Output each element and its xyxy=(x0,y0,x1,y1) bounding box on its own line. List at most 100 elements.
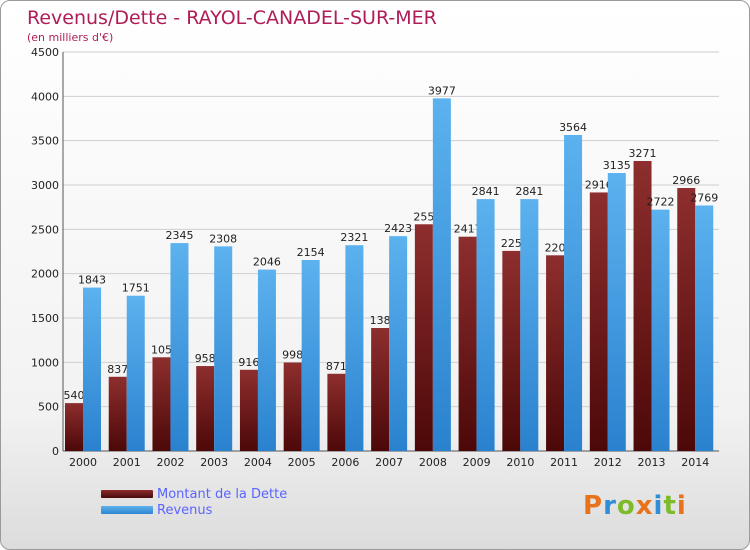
logo-letter: i xyxy=(676,491,687,521)
bar-revenue xyxy=(214,246,233,451)
proxiti-logo: Proxiti xyxy=(583,491,687,521)
data-label-debt: 3271 xyxy=(629,147,657,160)
bar-debt xyxy=(108,376,127,451)
logo-letter: P xyxy=(583,491,604,521)
data-label-revenue: 3135 xyxy=(603,159,631,172)
data-label-debt: 225 xyxy=(501,237,522,250)
bar-revenue xyxy=(170,243,189,451)
y-tick-label: 1000 xyxy=(31,356,59,369)
bar-revenue xyxy=(564,134,583,451)
x-tick-label: 2003 xyxy=(200,456,228,469)
y-tick-label: 2500 xyxy=(31,223,59,236)
y-tick-label: 0 xyxy=(52,445,59,458)
data-label-revenue: 3564 xyxy=(559,121,587,134)
data-label-revenue: 2154 xyxy=(297,246,325,259)
y-tick-label: 3000 xyxy=(31,179,59,192)
bar-revenue xyxy=(695,205,714,451)
logo-letter: x xyxy=(635,491,654,521)
bar-revenue xyxy=(432,98,451,451)
bar-debt xyxy=(414,224,433,451)
x-tick-label: 2009 xyxy=(463,456,491,469)
bar-revenue xyxy=(83,287,101,451)
bar-revenue xyxy=(476,199,495,451)
bar-revenue xyxy=(607,173,626,451)
data-label-debt: 837 xyxy=(107,363,128,376)
bar-revenue xyxy=(389,236,408,451)
bar-revenue xyxy=(301,260,320,451)
y-tick-label: 3500 xyxy=(31,135,59,148)
bar-revenue xyxy=(520,199,539,451)
x-tick-label: 2011 xyxy=(550,456,578,469)
bar-debt xyxy=(546,255,565,451)
data-label-debt: 916 xyxy=(238,356,259,369)
x-tick-label: 2013 xyxy=(638,456,666,469)
x-tick-label: 2002 xyxy=(156,456,184,469)
logo-letter: r xyxy=(603,491,617,521)
chart-title: Revenus/Dette - RAYOL-CANADEL-SUR-MER xyxy=(27,7,437,29)
data-label-debt: 105 xyxy=(151,343,172,356)
y-tick-label: 4500 xyxy=(31,46,59,59)
bar-debt xyxy=(152,357,171,451)
data-label-debt: 2916 xyxy=(585,178,613,191)
legend-label-debt: Montant de la Dette xyxy=(157,487,288,502)
bar-debt xyxy=(196,366,215,451)
data-label-revenue: 2722 xyxy=(647,196,675,209)
data-label-revenue: 2841 xyxy=(515,185,543,198)
data-label-revenue: 2345 xyxy=(165,229,193,242)
bar-debt xyxy=(283,362,302,451)
x-tick-label: 2004 xyxy=(244,456,272,469)
data-label-debt: 2417 xyxy=(454,223,482,236)
logo-letter: t xyxy=(663,491,677,521)
data-label-debt: 138 xyxy=(370,314,391,327)
data-label-debt: 540 xyxy=(64,389,85,402)
data-label-revenue: 2308 xyxy=(209,232,237,245)
data-label-debt: 871 xyxy=(326,360,347,373)
bar-revenue xyxy=(126,295,145,451)
bar-debt xyxy=(677,188,696,452)
chart-subtitle: (en milliers d'€) xyxy=(27,31,114,44)
x-tick-label: 2005 xyxy=(288,456,316,469)
y-tick-label: 4000 xyxy=(31,90,59,103)
bar-debt xyxy=(327,373,346,451)
bar-debt xyxy=(589,192,608,451)
data-label-revenue: 3977 xyxy=(428,84,456,97)
data-label-debt: 998 xyxy=(282,349,303,362)
bar-revenue xyxy=(651,209,670,451)
data-label-revenue: 1751 xyxy=(122,282,150,295)
bar-debt xyxy=(239,369,258,451)
x-tick-label: 2006 xyxy=(331,456,359,469)
logo-letter: i xyxy=(653,491,664,521)
legend-label-revenue: Revenus xyxy=(157,503,213,518)
bar-debt xyxy=(65,403,83,451)
bar-revenue xyxy=(257,269,276,451)
x-tick-label: 2010 xyxy=(506,456,534,469)
x-tick-label: 2014 xyxy=(681,456,709,469)
x-tick-label: 2001 xyxy=(113,456,141,469)
bar-revenue xyxy=(345,245,364,451)
data-label-debt: 958 xyxy=(195,352,216,365)
y-tick-label: 500 xyxy=(38,401,59,414)
x-tick-label: 2008 xyxy=(419,456,447,469)
data-label-revenue: 2841 xyxy=(472,185,500,198)
data-label-revenue: 1843 xyxy=(78,274,106,287)
x-tick-label: 2007 xyxy=(375,456,403,469)
logo-letter: o xyxy=(616,491,636,521)
bar-debt xyxy=(633,160,652,452)
data-label-revenue: 2046 xyxy=(253,256,281,269)
data-label-revenue: 2321 xyxy=(340,231,368,244)
data-label-revenue: 2423 xyxy=(384,222,412,235)
bar-debt xyxy=(371,328,390,451)
bar-debt xyxy=(502,250,521,451)
data-label-revenue: 2769 xyxy=(690,191,718,204)
data-label-debt: 220 xyxy=(545,241,566,254)
y-tick-label: 1500 xyxy=(31,312,59,325)
legend-swatch-debt xyxy=(101,490,153,498)
x-tick-label: 2000 xyxy=(69,456,97,469)
x-tick-label: 2012 xyxy=(594,456,622,469)
data-label-debt: 2966 xyxy=(672,174,700,187)
bar-debt xyxy=(458,236,477,451)
y-tick-label: 2000 xyxy=(31,268,59,281)
legend-swatch-revenue xyxy=(101,506,153,514)
